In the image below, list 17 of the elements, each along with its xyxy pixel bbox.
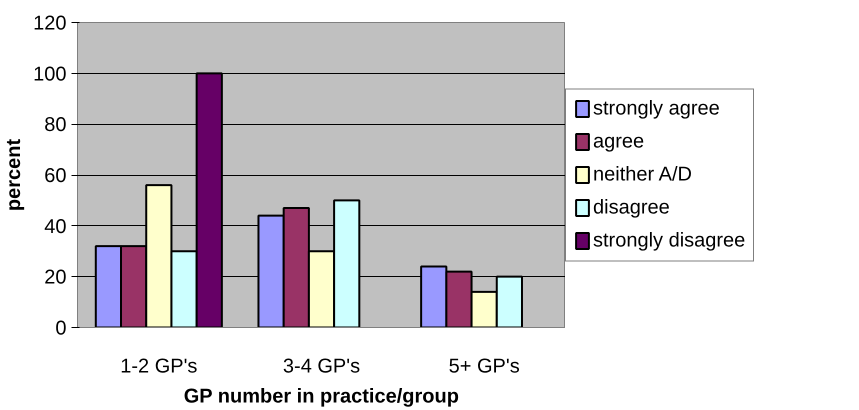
legend-label: strongly agree bbox=[593, 97, 720, 120]
legend-label: strongly disagree bbox=[593, 229, 746, 252]
x-tick-label: 1-2 GP's bbox=[120, 356, 198, 378]
x-tick-label: 3-4 GP's bbox=[282, 356, 360, 378]
x-tick-label: 5+ GP's bbox=[448, 356, 520, 378]
x-axis-title: GP number in practice/group bbox=[184, 386, 459, 408]
legend-label: neither A/D bbox=[593, 163, 692, 186]
y-axis-title: percent bbox=[3, 138, 26, 212]
y-tick-label: 40 bbox=[44, 216, 67, 238]
y-tick-label: 20 bbox=[44, 266, 67, 289]
legend-label: agree bbox=[593, 130, 644, 153]
legend-label: disagree bbox=[593, 196, 670, 219]
y-tick-label: 120 bbox=[33, 12, 67, 34]
y-tick-label: 100 bbox=[33, 63, 67, 86]
y-tick-label: 0 bbox=[55, 318, 66, 340]
y-tick-label: 80 bbox=[44, 114, 67, 136]
y-tick-label: 60 bbox=[44, 165, 67, 187]
